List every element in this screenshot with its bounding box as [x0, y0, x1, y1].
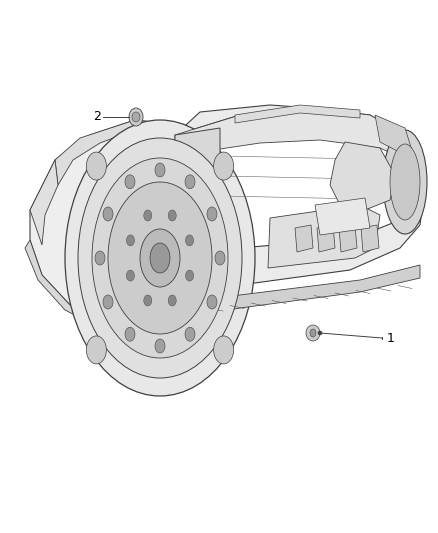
Polygon shape — [330, 142, 395, 210]
Polygon shape — [317, 225, 335, 252]
Ellipse shape — [214, 152, 233, 180]
Ellipse shape — [150, 243, 170, 273]
Ellipse shape — [155, 163, 165, 177]
Polygon shape — [375, 115, 415, 160]
Ellipse shape — [185, 175, 195, 189]
Ellipse shape — [103, 295, 113, 309]
Ellipse shape — [155, 339, 165, 353]
Ellipse shape — [390, 144, 420, 220]
Polygon shape — [339, 225, 357, 252]
Ellipse shape — [185, 327, 195, 341]
Ellipse shape — [92, 158, 228, 358]
Polygon shape — [175, 105, 425, 300]
Ellipse shape — [186, 235, 194, 246]
Polygon shape — [361, 225, 379, 252]
Ellipse shape — [125, 327, 135, 341]
Ellipse shape — [306, 325, 320, 341]
Text: 1: 1 — [387, 332, 395, 344]
Polygon shape — [268, 205, 380, 268]
Ellipse shape — [86, 152, 106, 180]
Polygon shape — [120, 265, 420, 328]
Ellipse shape — [132, 112, 140, 122]
Ellipse shape — [144, 210, 152, 221]
Ellipse shape — [207, 207, 217, 221]
Ellipse shape — [127, 270, 134, 281]
Ellipse shape — [168, 295, 176, 306]
Polygon shape — [175, 108, 418, 165]
Polygon shape — [30, 120, 240, 330]
Ellipse shape — [215, 251, 225, 265]
Polygon shape — [30, 160, 58, 245]
Ellipse shape — [129, 108, 143, 126]
Polygon shape — [25, 240, 105, 328]
Ellipse shape — [144, 295, 152, 306]
Ellipse shape — [168, 210, 176, 221]
Polygon shape — [55, 120, 175, 185]
Ellipse shape — [86, 336, 106, 364]
Ellipse shape — [95, 251, 105, 265]
Ellipse shape — [207, 295, 217, 309]
Ellipse shape — [318, 331, 322, 335]
Polygon shape — [235, 105, 360, 123]
Ellipse shape — [186, 270, 194, 281]
Polygon shape — [315, 198, 370, 235]
Ellipse shape — [127, 235, 134, 246]
Ellipse shape — [103, 207, 113, 221]
Ellipse shape — [140, 229, 180, 287]
Ellipse shape — [214, 336, 233, 364]
Text: 2: 2 — [93, 110, 101, 124]
Ellipse shape — [65, 120, 255, 396]
Polygon shape — [295, 225, 313, 252]
Polygon shape — [175, 128, 220, 300]
Ellipse shape — [125, 175, 135, 189]
Ellipse shape — [78, 138, 242, 378]
Ellipse shape — [310, 329, 316, 337]
Ellipse shape — [383, 130, 427, 234]
Ellipse shape — [108, 182, 212, 334]
